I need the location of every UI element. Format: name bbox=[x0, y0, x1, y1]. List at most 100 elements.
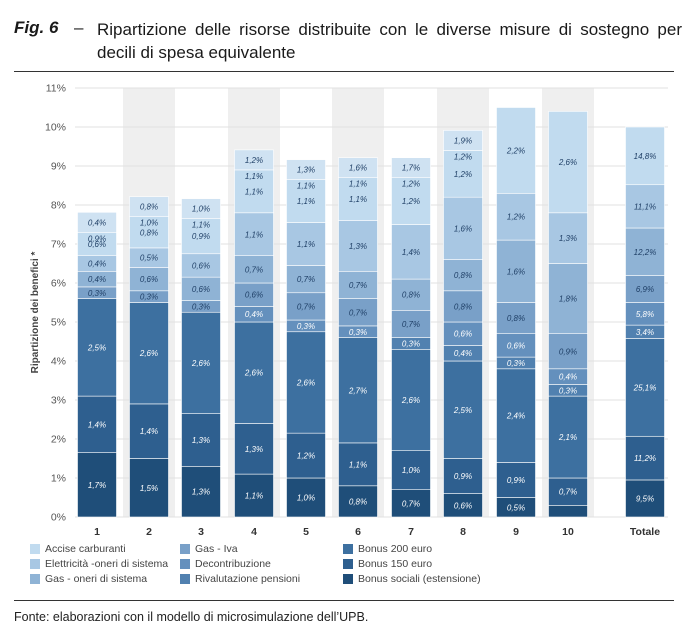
legend-swatch bbox=[180, 574, 190, 584]
legend-item: Bonus sociali (estensione) bbox=[343, 573, 481, 585]
bar-segment bbox=[181, 198, 221, 219]
total-data-label: 9,5% bbox=[636, 494, 654, 503]
legend-swatch bbox=[30, 574, 40, 584]
x-tick-label: 4 bbox=[251, 526, 257, 538]
data-label: 1,0% bbox=[140, 219, 158, 228]
bar-segment bbox=[129, 196, 169, 217]
bar-segment bbox=[286, 331, 326, 434]
bar-segment bbox=[443, 290, 483, 323]
bar-segment bbox=[129, 216, 169, 249]
data-label: 1,7% bbox=[88, 481, 106, 490]
data-label: 0,3% bbox=[88, 289, 106, 298]
bar-segment bbox=[234, 169, 274, 214]
bar-segment bbox=[77, 452, 117, 518]
bar-segment bbox=[181, 311, 221, 414]
legend-item: Accise carburanti bbox=[30, 543, 126, 555]
legend-swatch bbox=[30, 559, 40, 569]
data-label: 1,6% bbox=[454, 224, 472, 233]
bar-segment bbox=[391, 450, 431, 491]
stacked-bar-chart: 0% 1% 2% 3% 4% 5% 6% 7% 8% 9% 10% 11% Ripartizione d… bbox=[30, 83, 668, 538]
data-label: 1,8% bbox=[559, 295, 577, 304]
y-tick-label: 5% bbox=[51, 317, 66, 329]
data-label: 1,9% bbox=[454, 136, 472, 145]
data-label: 1,3% bbox=[559, 234, 577, 243]
data-label: 0,5% bbox=[140, 254, 158, 263]
data-label: 1,4% bbox=[402, 248, 420, 257]
legend-label: Decontribuzione bbox=[195, 558, 271, 570]
total-bar-segment bbox=[625, 479, 665, 518]
data-label: 0,9% bbox=[454, 472, 472, 481]
total-data-label: 11,2% bbox=[634, 454, 656, 463]
bar-segment bbox=[391, 278, 431, 311]
legend-item: Elettricità -oneri di sistema bbox=[30, 558, 168, 570]
legend-label: Elettricità -oneri di sistema bbox=[45, 558, 169, 570]
data-label: 0,6% bbox=[507, 341, 525, 350]
data-label: 0,7% bbox=[297, 275, 315, 284]
bar-segment bbox=[443, 150, 483, 198]
data-label: 2,4% bbox=[506, 412, 525, 421]
data-label: 2,6% bbox=[296, 378, 315, 387]
legend-label: Gas - oneri di sistema bbox=[45, 573, 148, 585]
data-label: 0,6% bbox=[88, 240, 106, 249]
data-label: 0,4% bbox=[88, 260, 106, 269]
bar-segment bbox=[129, 302, 169, 405]
bar-segment bbox=[129, 403, 169, 459]
data-label: 0,9% bbox=[192, 232, 210, 241]
bar-segment bbox=[496, 193, 536, 241]
figure-title: Ripartizione delle risorse distribuite c… bbox=[97, 20, 682, 62]
data-label: 1,3% bbox=[297, 166, 315, 175]
data-label: 0,6% bbox=[192, 285, 210, 294]
figure-dash: – bbox=[74, 18, 84, 37]
y-axis-label: Ripartizione dei benefici * bbox=[30, 252, 41, 374]
data-label: 0,3% bbox=[140, 293, 158, 302]
data-label: 2,6% bbox=[139, 349, 158, 358]
chart-legend: Accise carburanti Elettricità -oneri di s… bbox=[30, 543, 510, 587]
bar-segment bbox=[181, 465, 221, 518]
bar-segment bbox=[234, 149, 274, 171]
data-label: 2,1% bbox=[558, 433, 577, 442]
bar-segment bbox=[548, 333, 588, 370]
data-label: 1,2% bbox=[402, 180, 420, 189]
bar-segment bbox=[286, 477, 326, 518]
legend-swatch bbox=[343, 544, 353, 554]
data-label: 0,6% bbox=[140, 275, 158, 284]
total-bar-segment bbox=[625, 275, 665, 303]
bar-segment bbox=[181, 413, 221, 467]
total-bar-segment bbox=[625, 435, 665, 481]
legend-label: Bonus 200 euro bbox=[358, 543, 433, 555]
legend-swatch bbox=[343, 574, 353, 584]
data-label: 1,2% bbox=[297, 452, 315, 461]
x-tick-label: 8 bbox=[460, 526, 466, 538]
x-tick-label: 7 bbox=[408, 526, 414, 538]
data-label: 0,4% bbox=[88, 218, 106, 227]
data-label: 1,3% bbox=[192, 488, 210, 497]
x-tick-label: 9 bbox=[513, 526, 519, 538]
x-tick-label: 2 bbox=[146, 526, 152, 538]
total-data-label: 25,1% bbox=[633, 383, 657, 392]
data-label: 1,4% bbox=[140, 427, 158, 436]
legend-swatch bbox=[180, 559, 190, 569]
bar-segment bbox=[548, 111, 588, 214]
legend-item: Bonus 150 euro bbox=[343, 558, 432, 570]
bar-segment bbox=[286, 159, 326, 180]
data-label: 0,7% bbox=[402, 320, 420, 329]
data-label: 2,6% bbox=[401, 396, 420, 405]
data-label: 1,1% bbox=[245, 230, 263, 239]
legend-item: Decontribuzione bbox=[180, 558, 271, 570]
data-label: 1,1% bbox=[349, 180, 367, 189]
x-tick-label: 1 bbox=[94, 526, 100, 538]
data-label: 2,6% bbox=[191, 359, 210, 368]
data-label: 0,3% bbox=[297, 322, 315, 331]
total-bar-segment bbox=[625, 126, 665, 186]
bar-segment bbox=[496, 368, 536, 463]
bar-segment bbox=[338, 157, 378, 178]
data-label: 2,2% bbox=[506, 146, 525, 155]
data-label: 2,5% bbox=[87, 343, 106, 352]
total-data-label: 3,4% bbox=[636, 328, 654, 337]
bar-segment bbox=[496, 107, 536, 194]
data-label: 0,5% bbox=[507, 503, 525, 512]
legend-swatch bbox=[180, 544, 190, 554]
y-tick-label: 10% bbox=[45, 122, 66, 134]
data-label: 2,6% bbox=[558, 158, 577, 167]
data-label: 1,3% bbox=[192, 436, 210, 445]
